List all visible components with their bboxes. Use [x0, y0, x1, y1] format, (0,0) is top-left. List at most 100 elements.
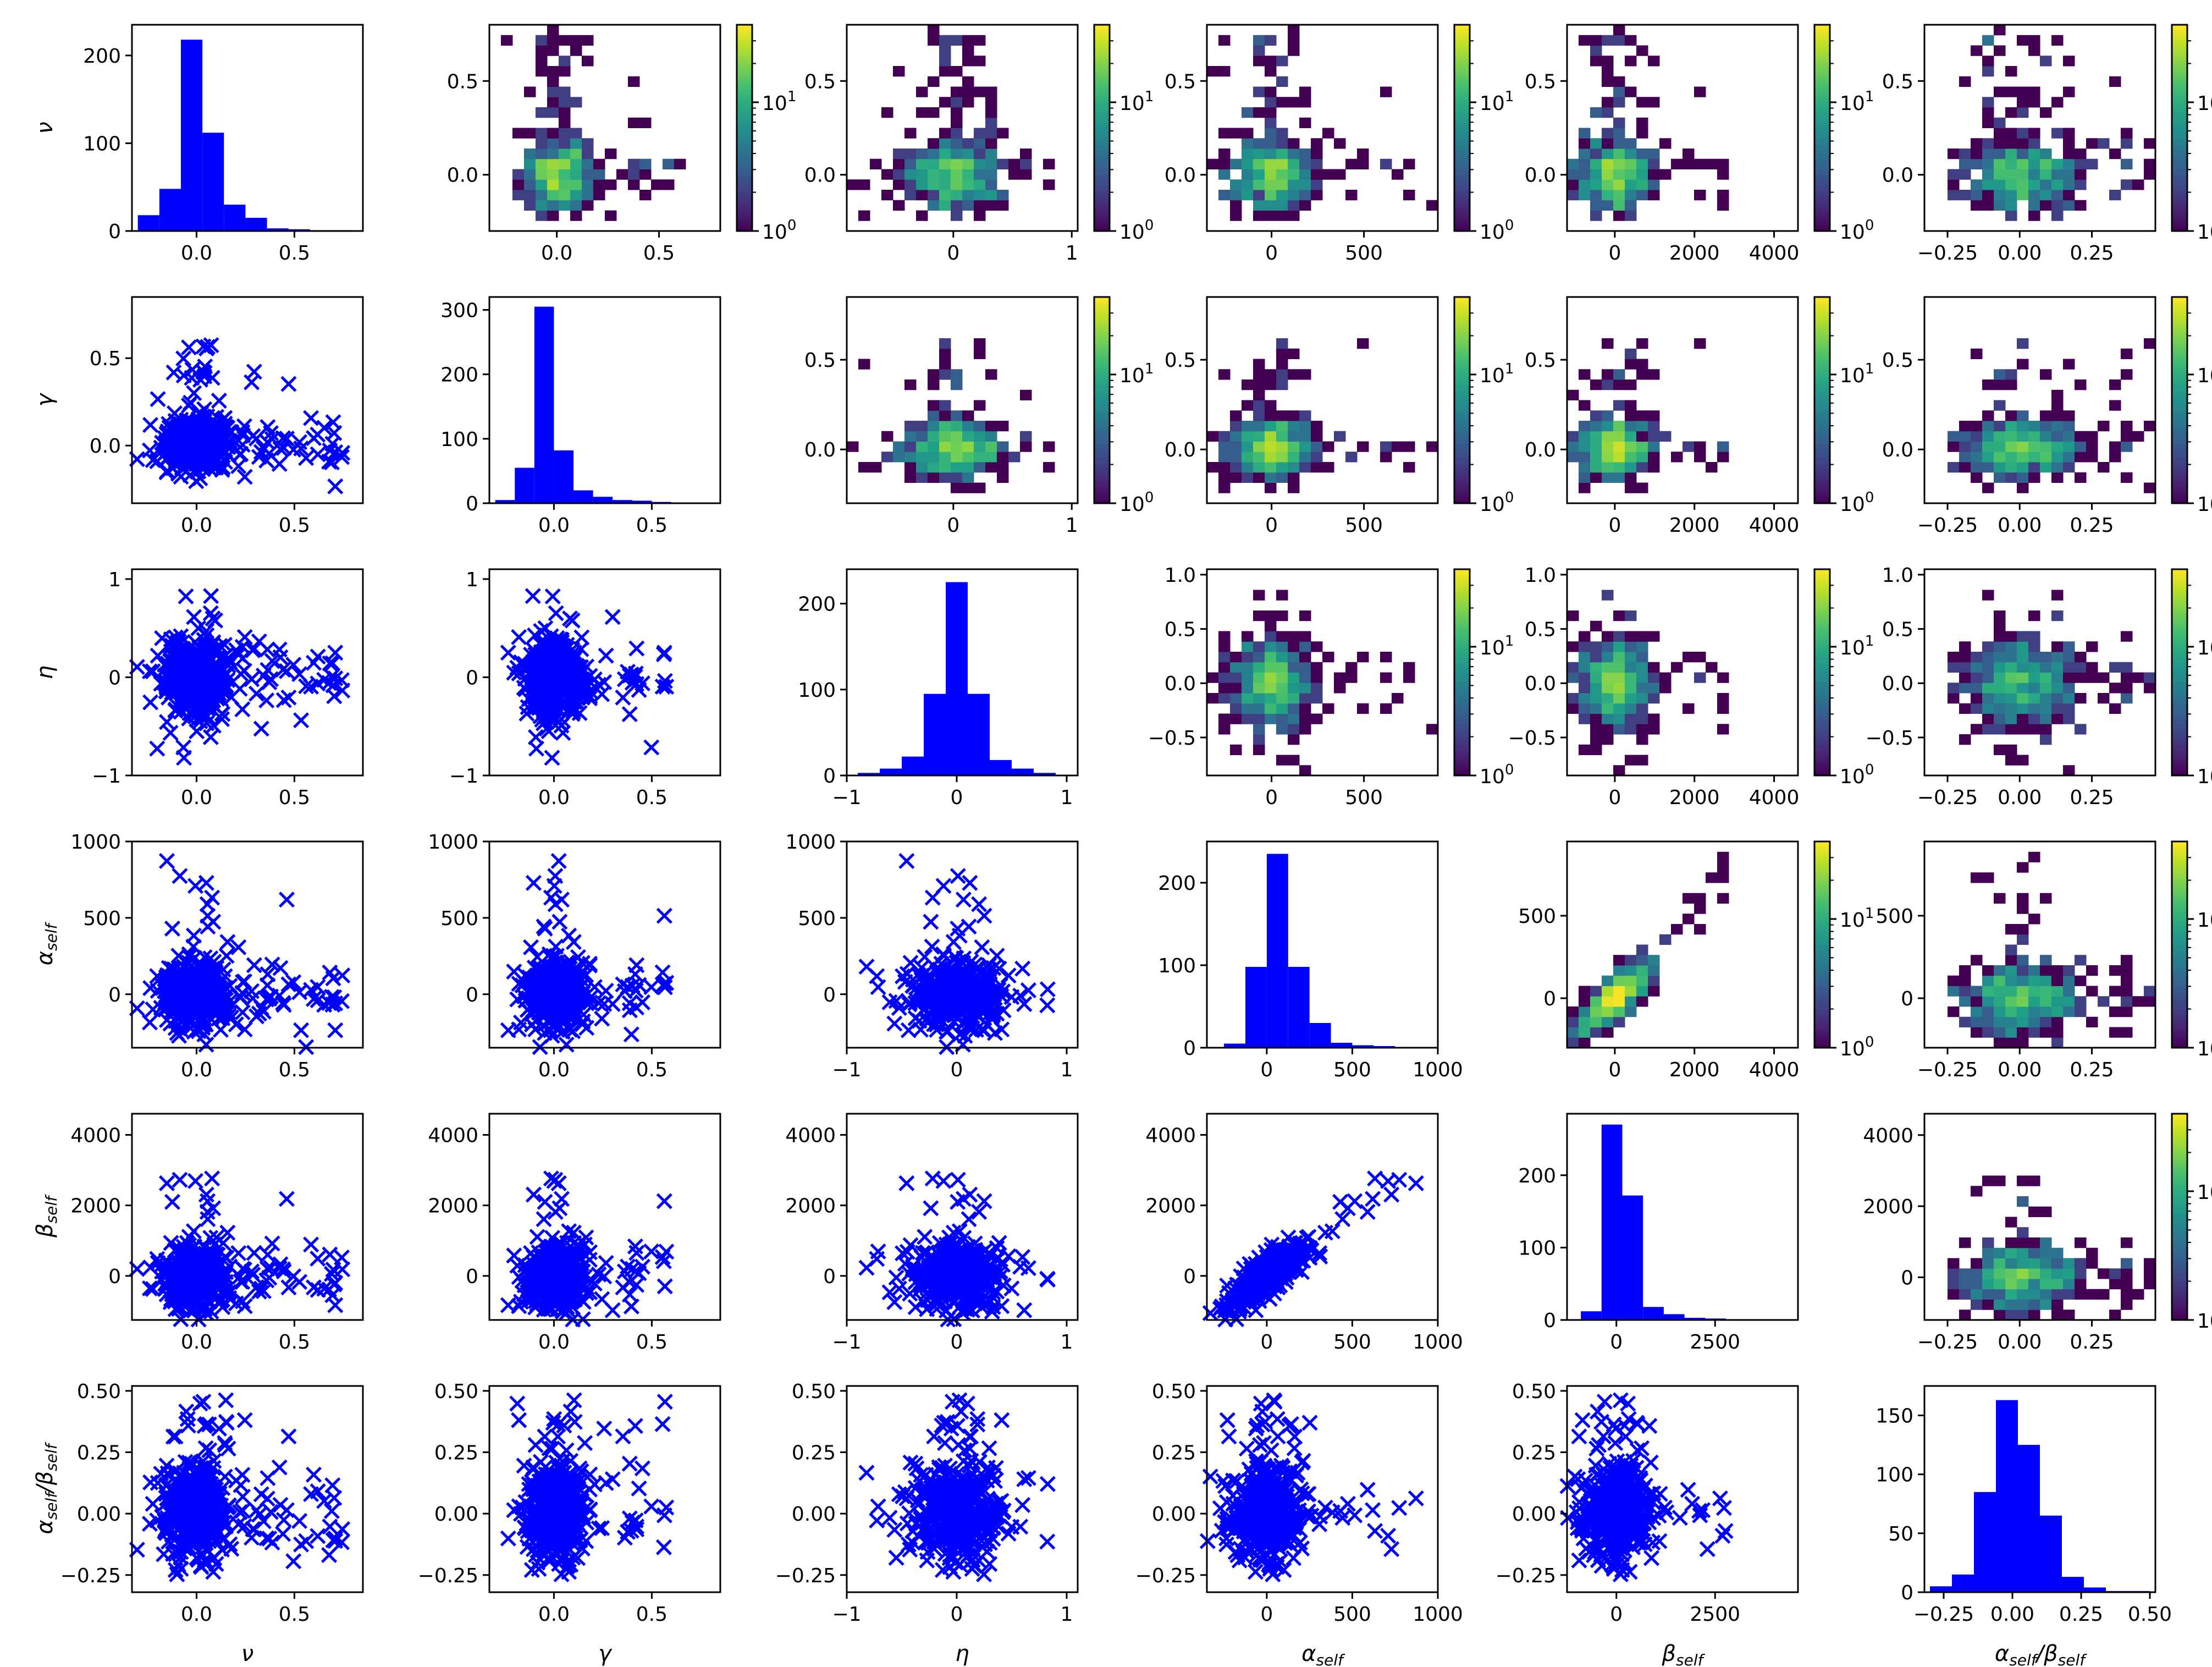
hist2d-cell	[1948, 683, 1960, 694]
y-tick-label: 1	[108, 569, 121, 591]
hist2d-cell	[1959, 441, 1971, 452]
hist2d-cell	[2051, 472, 2064, 483]
hist2d-cell	[928, 369, 940, 380]
scatter-marker	[500, 645, 516, 661]
hist2d-cell	[2109, 986, 2121, 997]
hist2d-cell	[1311, 683, 1323, 694]
hist2d-cell	[1971, 652, 1983, 663]
hist2d-cell	[916, 158, 928, 169]
hist2d-cell	[639, 169, 652, 180]
hist2d-cell	[2028, 652, 2040, 663]
scatter-marker	[285, 442, 302, 458]
hist2d-cell	[2040, 462, 2052, 473]
colorbar	[736, 24, 753, 232]
hist2d-cell	[2017, 338, 2029, 349]
hist2d-cell	[2051, 128, 2064, 139]
hist2d-cell	[1253, 590, 1265, 601]
hist2d-cell	[1602, 472, 1614, 483]
hist2d-cell	[997, 200, 1009, 211]
hist2d-cell	[939, 431, 951, 442]
hist2d-cell	[593, 190, 605, 201]
hist2d-cell	[1994, 713, 2006, 724]
hist2d-cell	[1276, 138, 1288, 149]
hist2d-cell	[2005, 158, 2017, 169]
scatter-marker	[334, 993, 350, 1009]
hist2d-cell	[1625, 672, 1637, 683]
hist2d-cell	[881, 107, 893, 118]
scatter-marker	[323, 454, 340, 471]
hist2d-cell	[2005, 693, 2017, 704]
hist2d-cell	[1020, 431, 1032, 442]
hist2d-cell	[1613, 117, 1625, 128]
hist2d-cell	[2051, 975, 2064, 986]
x-tick-label: 1	[1061, 786, 1073, 809]
scatter-marker	[246, 957, 262, 973]
hist2d-cell	[2051, 389, 2064, 400]
y-tick-label: 0.0	[1525, 439, 1556, 461]
hist2d-cell	[1299, 158, 1311, 169]
scatter-marker	[195, 973, 212, 990]
hist2d-cell	[2098, 138, 2110, 149]
hist2d-cell	[1982, 200, 1994, 211]
colorbar	[1453, 568, 1471, 777]
colorbar-tick-label: 100	[2197, 217, 2212, 244]
hist2d-cell	[1636, 996, 1648, 1007]
hist2d-cell	[1994, 379, 2006, 390]
hist2d-cell	[962, 431, 974, 442]
hist2d-cell	[1994, 128, 2006, 139]
hist2d-cell	[1311, 641, 1323, 652]
hist2d-cell	[1694, 441, 1706, 452]
hist2d-cell	[1276, 369, 1288, 380]
hist2d-cell	[2005, 965, 2017, 976]
hist2d-cell	[1403, 441, 1415, 452]
hist2d-cell	[1403, 672, 1415, 683]
hist2d-cell	[928, 452, 940, 463]
hist2d-cell	[2028, 86, 2040, 97]
scatter-marker	[202, 729, 219, 745]
hist2d-cell	[904, 148, 917, 159]
hist2d-cell	[1602, 724, 1614, 735]
hist2d-cell	[1636, 693, 1648, 704]
colorbar-tick-label: 101	[1480, 633, 1514, 659]
hist2d-cell	[1636, 452, 1648, 463]
hist2d-cell	[2051, 190, 2064, 201]
hist2d-cell	[1613, 693, 1625, 704]
y-tick-label: 0.0	[804, 164, 836, 187]
y-tick-label: 1000	[785, 831, 836, 854]
hist2d-cell	[1994, 179, 2006, 190]
hist2d-cell	[1959, 641, 1971, 652]
colorbar-tick-label: 101	[1119, 361, 1154, 387]
hist2d-cell	[1265, 35, 1277, 46]
hist2d-cell	[939, 452, 951, 463]
hist2d-cell	[1602, 703, 1614, 714]
hist2d-cell	[1334, 431, 1346, 442]
hist2d-cell	[1613, 965, 1625, 976]
y-tick-label: 500	[798, 907, 836, 930]
scatter-marker	[196, 999, 212, 1016]
hist2d-cell	[2040, 724, 2052, 735]
hist2d-cell	[1602, 641, 1614, 652]
scatter-marker	[325, 414, 341, 431]
hist2d-cell	[1288, 703, 1300, 714]
colorbar	[1453, 296, 1471, 504]
hist2d-cell	[547, 169, 559, 180]
hist2d-cell	[1579, 158, 1591, 169]
scatter-marker	[551, 914, 568, 930]
hist-bar	[267, 228, 289, 231]
hist2d-cell	[1590, 169, 1602, 180]
hist2d-cell	[2109, 441, 2121, 452]
hist2d-cell	[2028, 672, 2040, 683]
hist2d-cell	[1253, 158, 1265, 169]
scatter-marker	[219, 672, 236, 689]
hist2d-cell	[893, 169, 905, 180]
hist2d-cell	[2121, 369, 2133, 380]
hist2d-cell	[1265, 179, 1277, 190]
hist2d-cell	[1625, 955, 1637, 966]
hist2d-cell	[1648, 441, 1660, 452]
hist2d-cell	[1230, 441, 1242, 452]
hist2d-cell	[1043, 441, 1055, 452]
x-tick-label: 0	[1265, 514, 1278, 537]
hist2d-cell	[1994, 462, 2006, 473]
hist2d-cell	[1008, 158, 1021, 169]
